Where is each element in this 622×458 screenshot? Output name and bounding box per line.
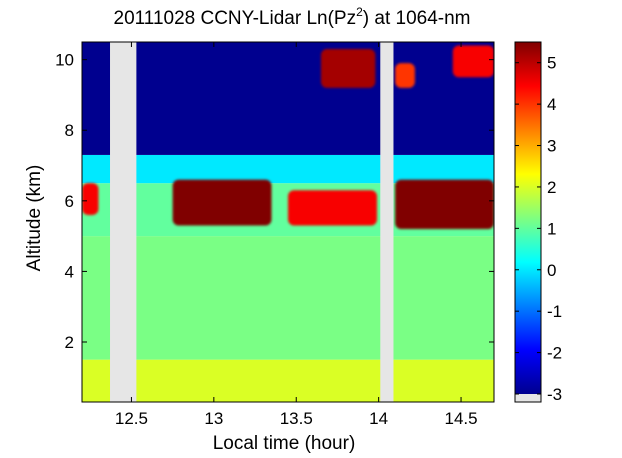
altitude-band-3 <box>82 154 494 184</box>
y-tick-label: 2 <box>65 333 74 352</box>
cloud-feature-2 <box>288 190 377 226</box>
data-gap-0 <box>110 42 137 402</box>
cloud-feature-3 <box>395 179 494 230</box>
y-tick-label: 8 <box>65 121 74 140</box>
y-axis-label: Altitude (km) <box>24 165 45 272</box>
x-axis-label: Local time (hour) <box>213 433 356 454</box>
altitude-band-4 <box>82 42 494 155</box>
plot-frame <box>81 41 495 403</box>
x-tick-label: 13.5 <box>280 409 313 428</box>
x-tick-label: 12.5 <box>115 409 148 428</box>
colorbar-gradient <box>515 42 541 394</box>
x-axis: 12.5 13 13.5 14 14.5 <box>115 42 478 428</box>
title-rest: ) at 1064-nm <box>363 8 471 29</box>
colorbar-ticks: -3 -2 -1 0 1 2 3 4 5 <box>515 54 562 404</box>
chart-title: 20111028 CCNY-Lidar Ln(Pz2) at 1064-nm <box>114 5 471 29</box>
title-superscript: 2 <box>356 5 363 19</box>
cloud-feature-1 <box>172 179 272 226</box>
y-tick-label: 10 <box>55 51 74 70</box>
colorbar-frame <box>514 41 542 403</box>
svg-text:20111028 CCNY-Lidar Ln(Pz2) at: 20111028 CCNY-Lidar Ln(Pz2) at 1064-nm <box>114 5 471 29</box>
colorbar-tick-label: 3 <box>547 137 556 156</box>
colorbar-tick-label: -1 <box>547 302 562 321</box>
title-main: 20111028 CCNY-Lidar Ln(Pz <box>114 8 357 29</box>
heatmap-area <box>82 42 494 402</box>
x-tick-label: 14.5 <box>444 409 477 428</box>
cloud-feature-6 <box>452 45 494 78</box>
cloud-feature-5 <box>395 63 415 88</box>
colorbar-tick-label: -2 <box>547 344 562 363</box>
data-gap-1 <box>380 42 394 402</box>
y-tick-label: 4 <box>65 262 74 281</box>
colorbar-tick-label: 0 <box>547 261 556 280</box>
x-tick-label: 13 <box>204 409 223 428</box>
altitude-band-0 <box>82 359 494 402</box>
colorbar-tick-label: -3 <box>547 385 562 404</box>
colorbar-nodata-swatch <box>515 394 541 402</box>
colorbar-tick-label: 2 <box>547 178 556 197</box>
colorbar: -3 -2 -1 0 1 2 3 4 5 <box>514 41 562 404</box>
altitude-band-1 <box>82 236 494 360</box>
y-axis: 2 4 6 8 10 <box>55 51 494 352</box>
x-tick-label: 14 <box>369 409 388 428</box>
colorbar-tick-label: 1 <box>547 219 556 238</box>
colorbar-tick-label: 5 <box>547 54 556 73</box>
colorbar-tick-label: 4 <box>547 95 556 114</box>
cloud-feature-4 <box>320 49 376 88</box>
cloud-feature-0 <box>82 183 99 215</box>
y-tick-label: 6 <box>65 192 74 211</box>
